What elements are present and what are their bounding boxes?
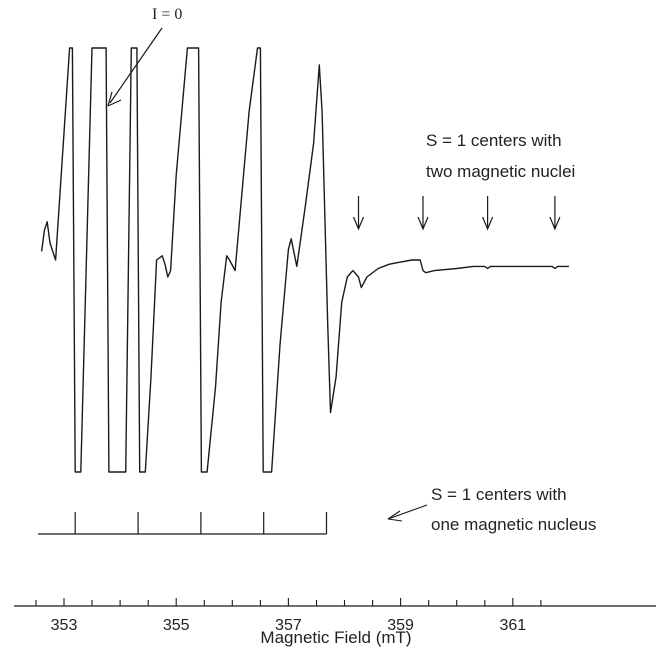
epr-derivative-trace [40, 47, 569, 473]
x-tick-label-355: 355 [163, 617, 190, 634]
one-nucleus-annotation: S = 1 centers with one magnetic nucleus [387, 485, 596, 534]
spectrum-trace-group [40, 47, 569, 473]
stick-diagram-ticks [74, 512, 328, 534]
x-tick-label-353: 353 [51, 617, 78, 634]
two-nuclei-label-line2: two magnetic nuclei [426, 162, 575, 181]
one-nucleus-arrow-head [387, 510, 403, 522]
x-axis: 353 355 357 359 361 Magnetic Field (mT) [14, 598, 656, 647]
one-nucleus-label-line1: S = 1 centers with [431, 485, 567, 504]
x-tick-label-357: 357 [275, 617, 302, 634]
two-nuclei-marker-arrow-2 [417, 196, 429, 231]
two-nuclei-marker-arrow-4 [549, 196, 561, 231]
one-nucleus-arrow-line [387, 504, 428, 520]
one-nucleus-stick-diagram [38, 512, 328, 535]
two-nuclei-marker-arrows [352, 196, 561, 231]
zero-spin-label: I = 0 [152, 6, 182, 23]
zero-spin-arrow-line [109, 27, 163, 104]
two-nuclei-marker-arrow-3 [482, 196, 494, 231]
x-axis-ticks [35, 598, 542, 606]
zero-spin-arrow-head [107, 91, 122, 107]
two-nuclei-marker-arrow-1 [352, 196, 365, 231]
zero-spin-annotation: I = 0 [107, 6, 182, 107]
x-axis-tick-labels: 353 355 357 359 361 [51, 617, 527, 634]
one-nucleus-label-line2: one magnetic nucleus [431, 515, 596, 534]
two-nuclei-label-line1: S = 1 centers with [426, 131, 562, 150]
two-nuclei-annotation: S = 1 centers with two magnetic nuclei [352, 131, 575, 231]
x-axis-title: Magnetic Field (mT) [260, 628, 411, 647]
x-tick-label-359: 359 [387, 617, 414, 634]
x-tick-label-361: 361 [499, 617, 526, 634]
